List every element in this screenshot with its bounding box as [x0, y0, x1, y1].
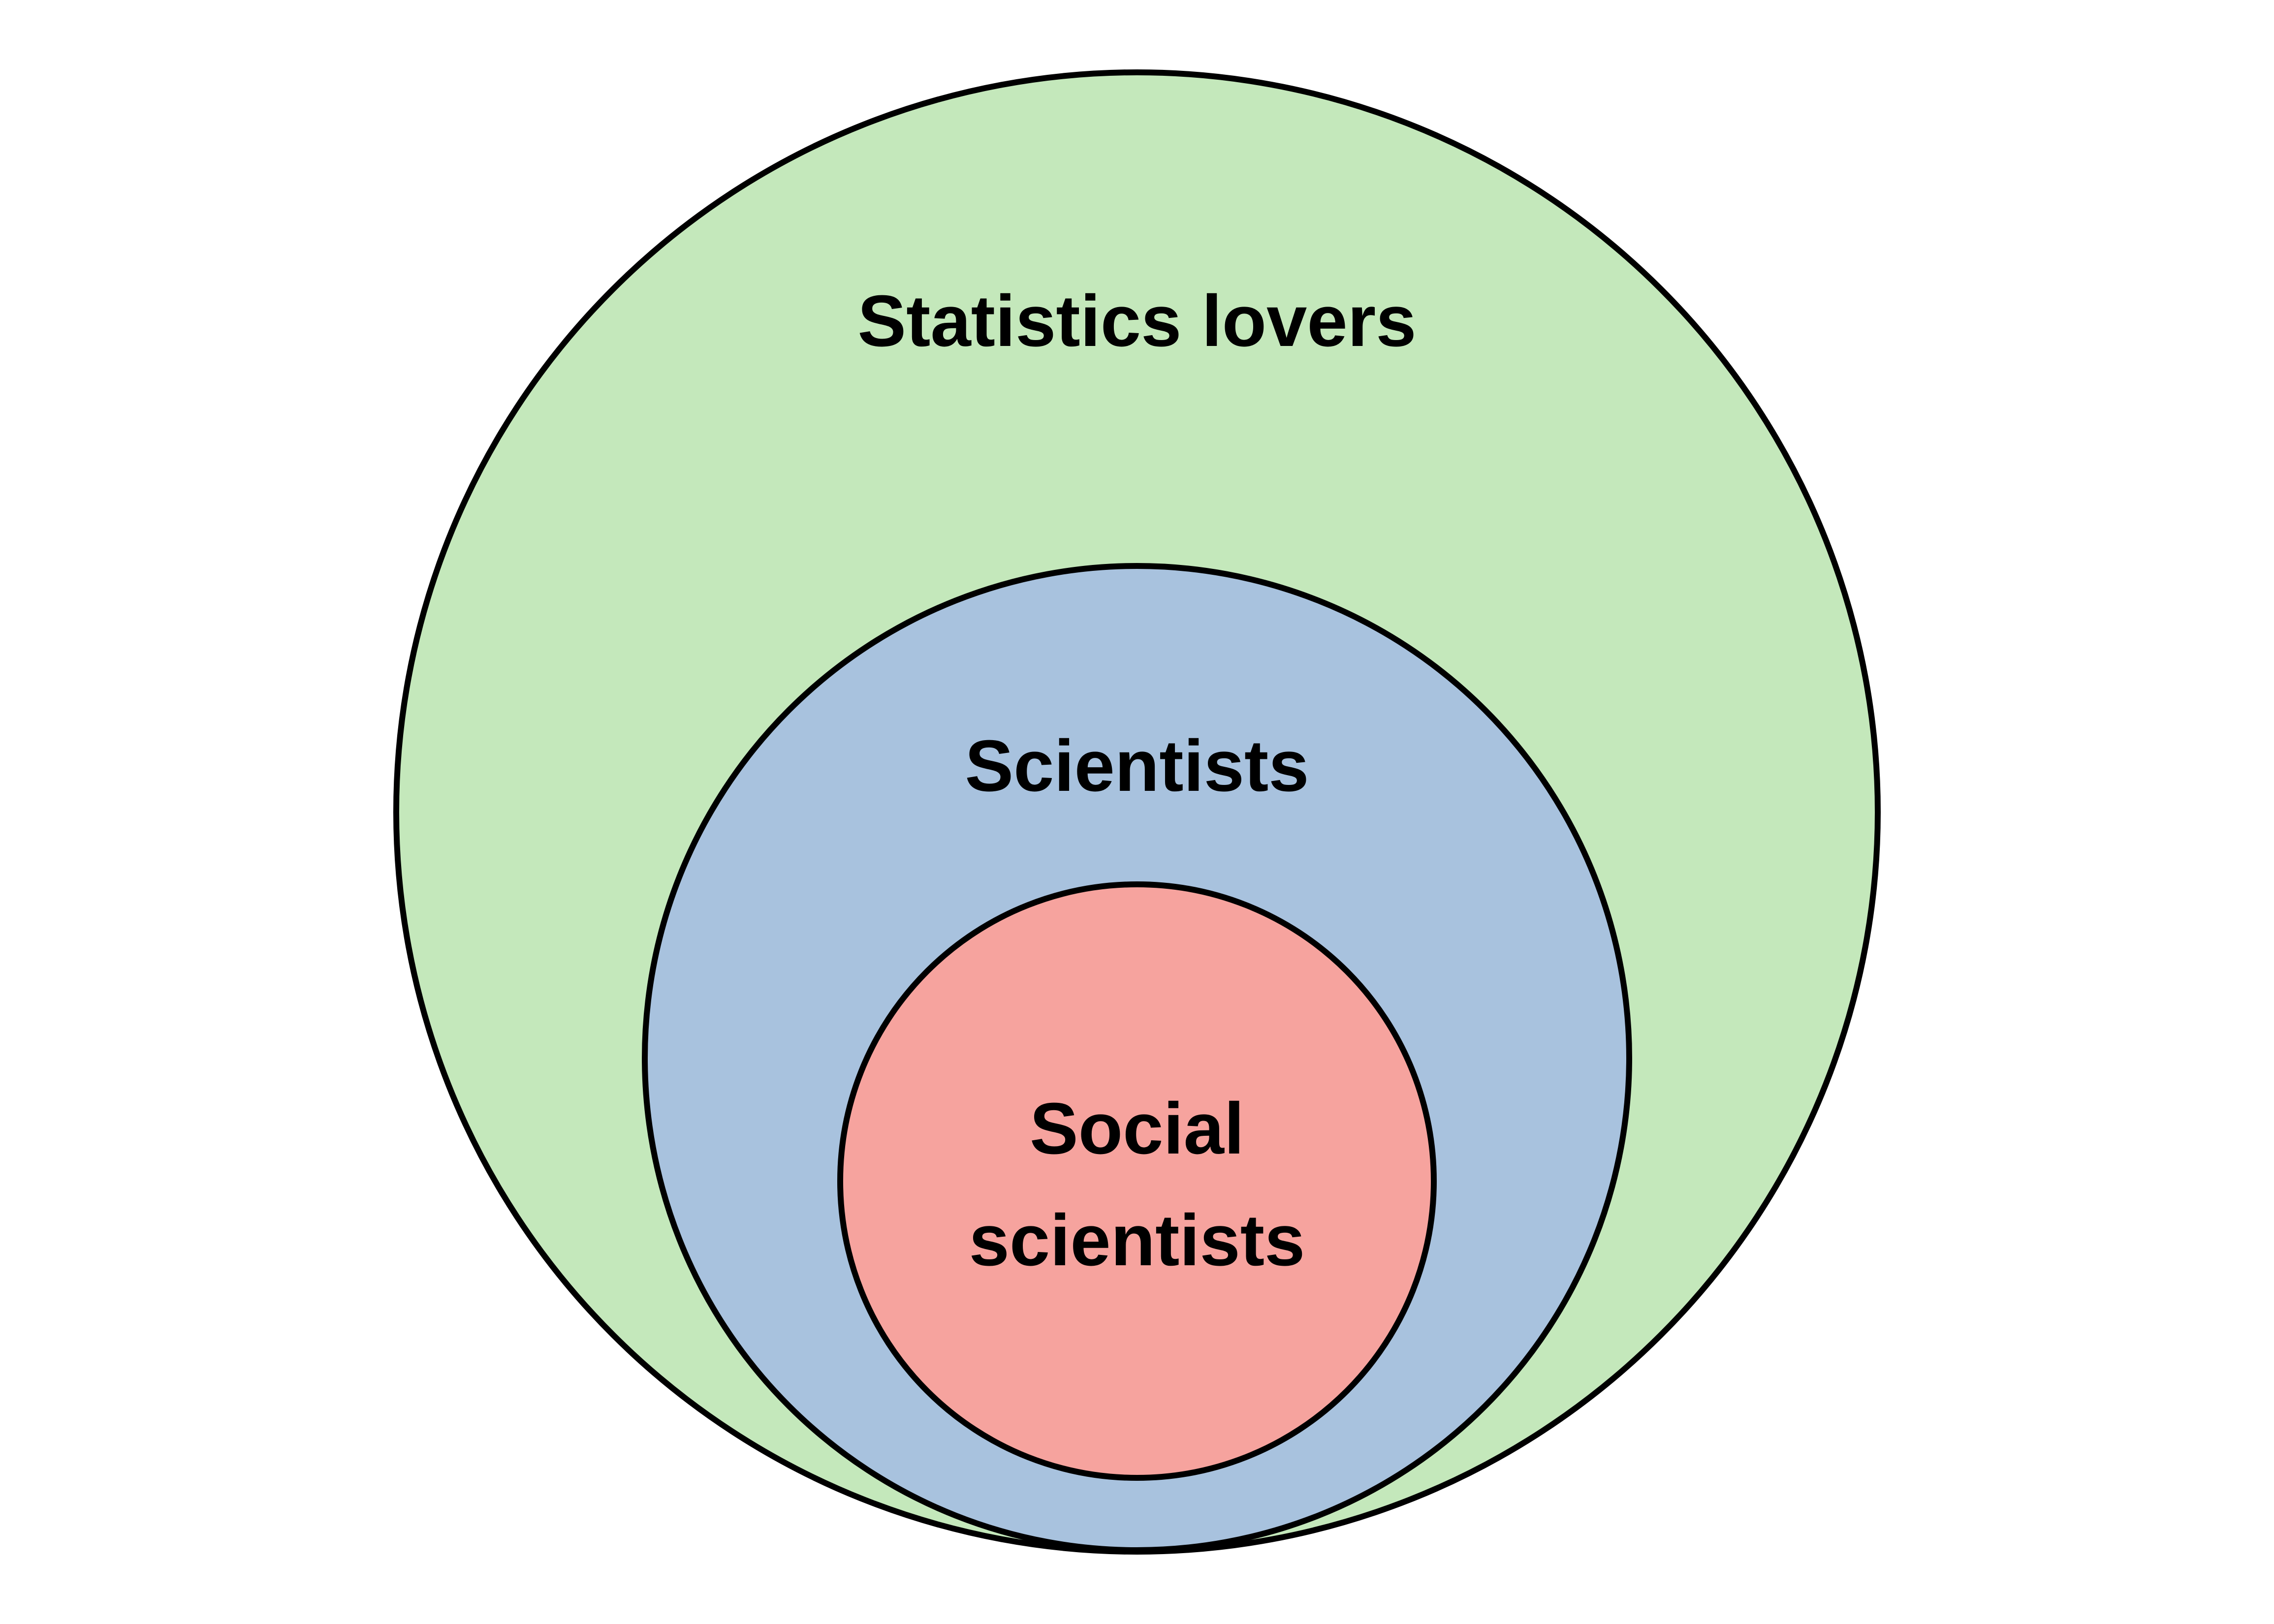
- social-scientists-circle: [837, 881, 1437, 1481]
- set-social-scientists: Social scientists: [837, 881, 1437, 1481]
- social-scientists-label-line2: scientists: [969, 1200, 1305, 1281]
- scientists-label: Scientists: [965, 725, 1309, 807]
- social-scientists-label-line1: Social: [1030, 1088, 1244, 1169]
- statistics-lovers-label: Statistics lovers: [857, 281, 1416, 362]
